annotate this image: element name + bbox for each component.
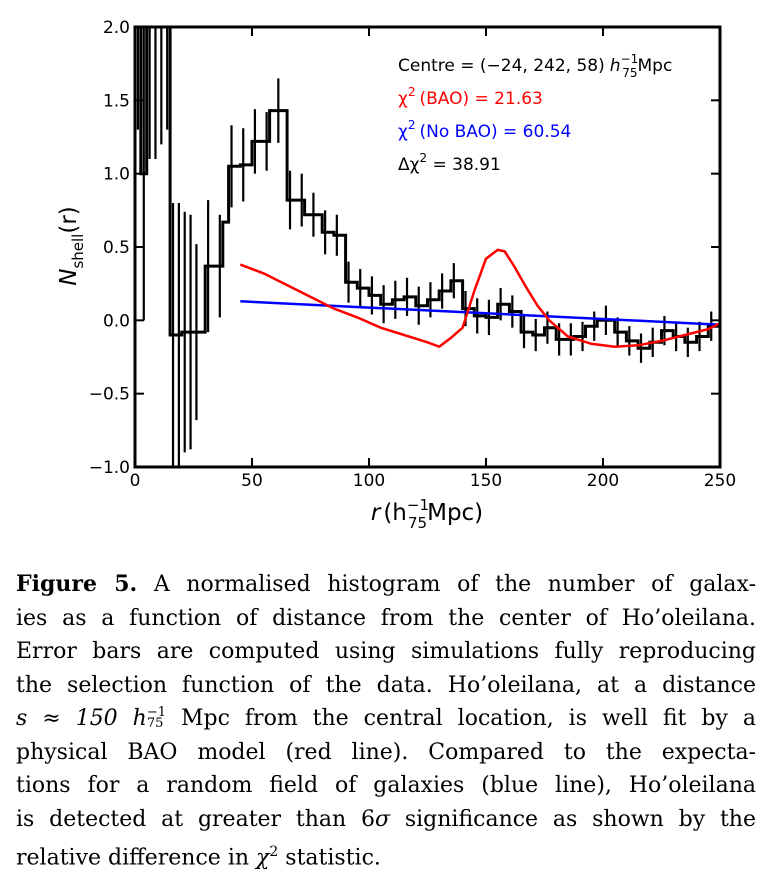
y-tick-label: 2.0 [103,18,130,38]
axis-ticks [134,26,721,468]
caption-label: Figure 5. [16,571,138,597]
x-axis-label: r (h−1 75Mpc) [371,496,483,532]
figure-caption: Figure 5. A normalised histogram of the … [16,568,756,875]
x-tick-label: 200 [587,471,619,491]
x-tick-label: 150 [470,471,502,491]
caption-line-5: s ≈ 150 h −1 75 Mpc from the central locat… [16,705,756,731]
y-tick-label: 0.0 [103,311,130,331]
caption-line-8: is detected at greater than 6σ significa… [16,806,756,832]
chi2-nobao-annotation: χ2 (No BAO) = 60.54 [398,118,571,142]
bao-model-line [239,248,720,349]
histogram-figure: 0 50 100 150 200 250 −1.0 −0.5 0.0 0.5 1.0 1.5 2.0 r… [56,18,737,532]
caption-line-9: relative difference in χ2 statistic. [16,844,381,871]
x-tick-label: 100 [353,471,385,491]
y-tick-label: −0.5 [89,385,130,405]
y-tick-label: 1.5 [103,91,130,111]
histogram-steps [139,27,720,350]
x-tick-label: 250 [704,471,736,491]
y-tick-label: 0.5 [103,238,130,258]
axis-tick-labels: 0 50 100 150 200 250 −1.0 −0.5 0.0 0.5 1.0 1.5 2.0 [89,18,737,491]
delta-chi2-annotation: Δχ2 = 38.91 [398,151,501,175]
no-bao-model-line [240,300,720,326]
caption-line-7: tions for a random field of galaxies (bl… [16,773,756,798]
chi2-bao-annotation: χ2 (BAO) = 21.63 [398,85,543,109]
caption-line-4: the selection function of the data. Ho’o… [16,672,756,698]
caption-line-2: ies as a function of distance from the c… [16,605,756,631]
x-tick-label: 0 [130,471,141,491]
y-tick-label: 1.0 [103,165,130,185]
caption-line-6: physical BAO model (red line). Compared … [16,739,756,765]
caption-line-1: Figure 5. A normalised histogram of the … [16,571,756,597]
y-axis-label: Nshell(r) [56,206,87,286]
y-tick-label: −1.0 [89,458,130,478]
centre-annotation: Centre = (−24, 242, 58) h−1 75Mpc [398,52,672,80]
x-tick-label: 50 [241,471,263,491]
caption-line-3: Error bars are computed using simulation… [16,639,756,664]
